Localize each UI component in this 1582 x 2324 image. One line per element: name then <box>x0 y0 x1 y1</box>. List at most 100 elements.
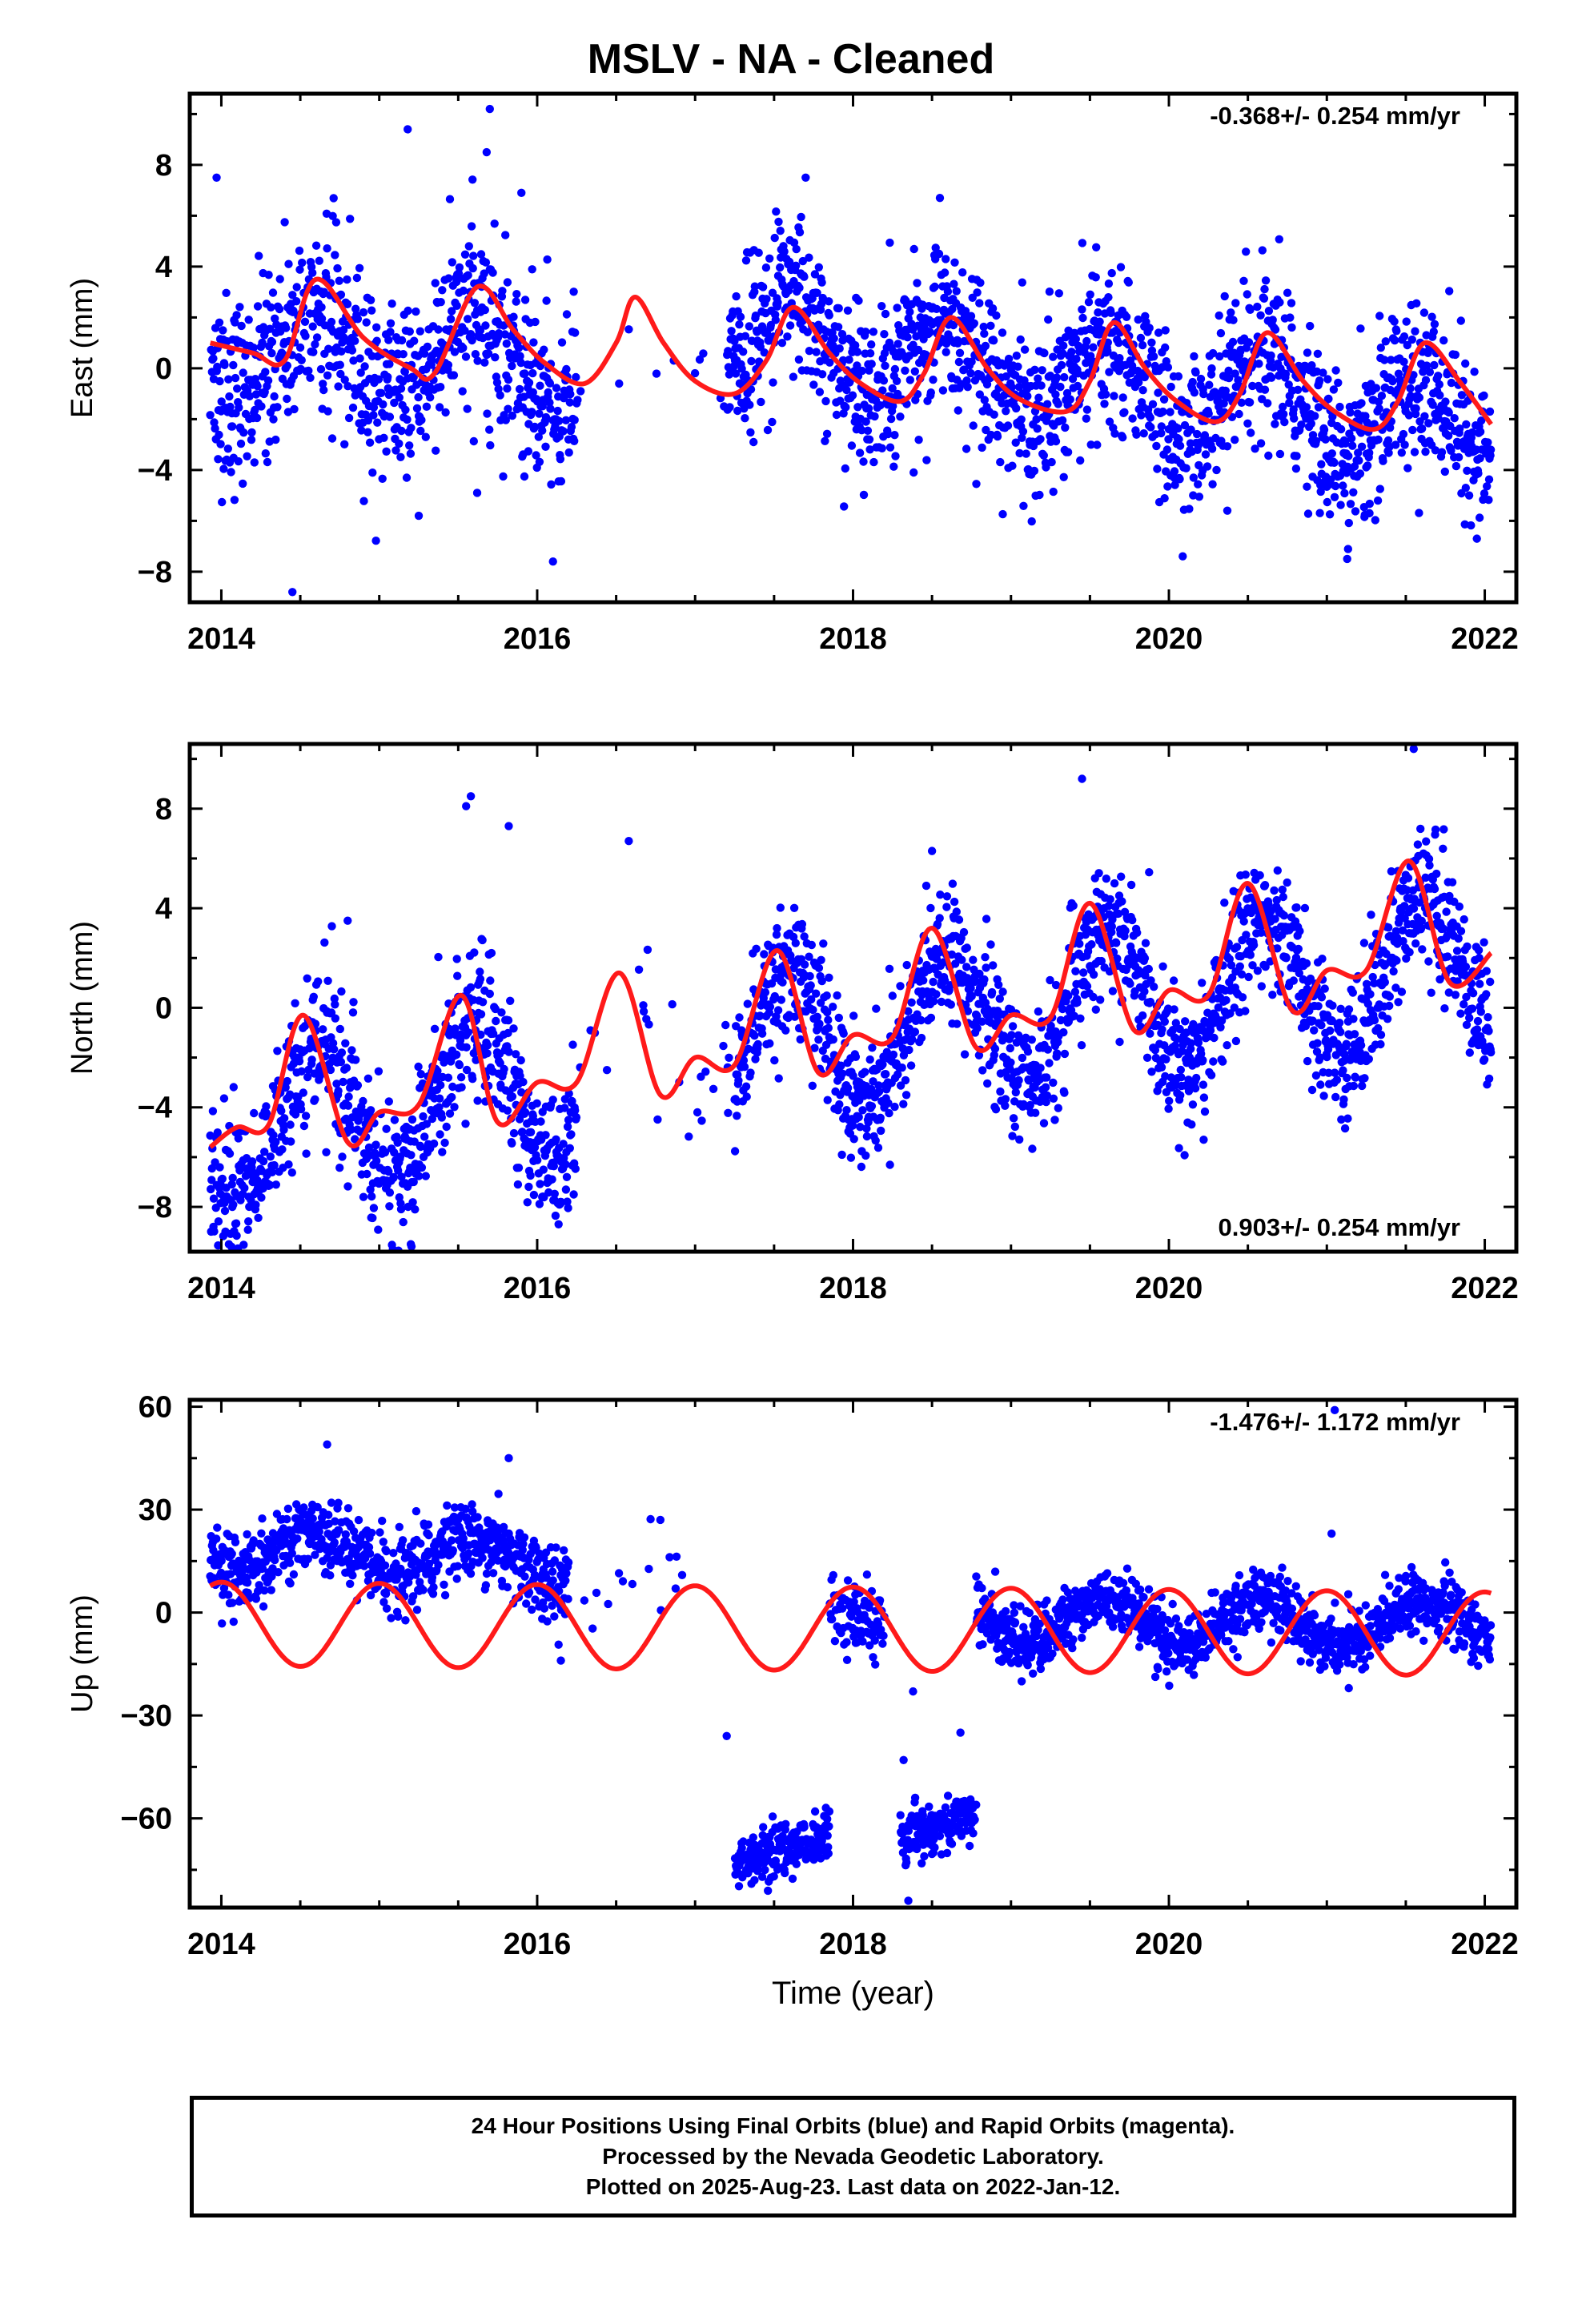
data-point <box>483 1041 492 1050</box>
data-point <box>951 959 960 968</box>
data-point <box>1144 964 1154 974</box>
data-point <box>1444 408 1453 417</box>
data-point <box>391 446 400 455</box>
data-point <box>235 403 243 412</box>
data-point <box>504 1015 513 1025</box>
data-point <box>741 332 750 340</box>
data-point <box>1366 990 1375 999</box>
data-point <box>233 384 242 393</box>
data-point <box>1422 837 1431 846</box>
data-point <box>351 1055 360 1064</box>
data-point <box>1273 944 1282 953</box>
data-point <box>1226 1009 1235 1018</box>
data-point <box>751 312 761 320</box>
data-point <box>867 1084 876 1094</box>
data-point <box>805 952 813 961</box>
data-point <box>396 1152 405 1161</box>
data-point <box>1484 1074 1494 1084</box>
data-point <box>734 1076 743 1085</box>
data-point <box>888 384 897 393</box>
data-point <box>834 304 843 313</box>
data-point <box>514 344 524 352</box>
data-point <box>1208 480 1217 489</box>
data-point <box>849 1072 857 1080</box>
data-point <box>1032 415 1041 424</box>
data-point <box>373 418 382 427</box>
data-point <box>463 404 472 413</box>
data-point <box>1323 375 1332 384</box>
data-point <box>1292 903 1301 912</box>
data-point <box>1146 423 1155 432</box>
data-point <box>1460 999 1468 1009</box>
data-point-outlier <box>482 147 492 157</box>
data-point <box>1031 1108 1040 1117</box>
data-point <box>1475 513 1484 522</box>
data-point <box>349 998 358 1007</box>
data-point <box>1384 448 1393 457</box>
data-point <box>491 1004 500 1014</box>
data-point <box>1418 945 1427 954</box>
data-point <box>1380 356 1389 364</box>
data-point <box>1440 467 1450 476</box>
data-point <box>871 1136 880 1145</box>
data-point <box>219 1094 229 1103</box>
data-point <box>220 360 229 369</box>
data-point <box>1483 482 1492 491</box>
data-point <box>853 403 862 412</box>
data-point <box>865 349 875 358</box>
data-point <box>1191 1084 1200 1093</box>
y-tick-label: 0 <box>155 352 172 386</box>
data-point <box>540 345 548 354</box>
data-point <box>1042 1091 1052 1100</box>
data-point <box>668 999 677 1009</box>
data-point <box>1427 988 1435 997</box>
data-point <box>885 443 895 452</box>
data-point <box>966 312 976 320</box>
data-point <box>548 1096 557 1104</box>
y-tick-label: −8 <box>138 1191 172 1224</box>
data-point <box>215 430 223 440</box>
data-point <box>1365 499 1375 509</box>
data-point <box>429 1139 439 1148</box>
data-point <box>1314 403 1323 412</box>
data-point <box>554 1220 563 1229</box>
data-point <box>438 1148 447 1156</box>
data-point <box>257 1193 266 1202</box>
data-point <box>1104 293 1113 302</box>
data-point <box>1319 425 1329 434</box>
data-point <box>947 950 957 959</box>
data-point <box>538 402 547 411</box>
data-point <box>790 1012 799 1021</box>
data-point <box>1416 824 1425 834</box>
data-point <box>884 429 893 439</box>
data-point <box>795 283 804 292</box>
data-point <box>366 1106 375 1115</box>
data-point <box>1317 1021 1326 1030</box>
data-point <box>1468 428 1477 437</box>
data-point <box>1243 419 1252 428</box>
data-point <box>1341 439 1350 448</box>
data-point <box>434 952 443 962</box>
data-point <box>981 953 990 962</box>
data-point <box>1379 456 1387 465</box>
data-point <box>950 258 959 267</box>
data-point <box>1447 378 1456 388</box>
data-point <box>339 1077 347 1087</box>
data-point <box>284 259 293 268</box>
data-point <box>563 1197 572 1206</box>
data-point <box>365 438 375 447</box>
data-point <box>1115 1037 1124 1047</box>
data-point <box>1198 979 1207 987</box>
data-point <box>841 403 850 412</box>
data-point <box>1267 351 1275 360</box>
data-point <box>1146 997 1155 1007</box>
data-point <box>1223 1041 1231 1050</box>
data-point <box>328 211 337 220</box>
data-point <box>982 915 991 923</box>
data-point <box>756 1011 765 1020</box>
data-point <box>215 376 224 386</box>
data-point <box>223 444 232 453</box>
data-point <box>302 1149 311 1158</box>
data-point <box>405 441 414 450</box>
